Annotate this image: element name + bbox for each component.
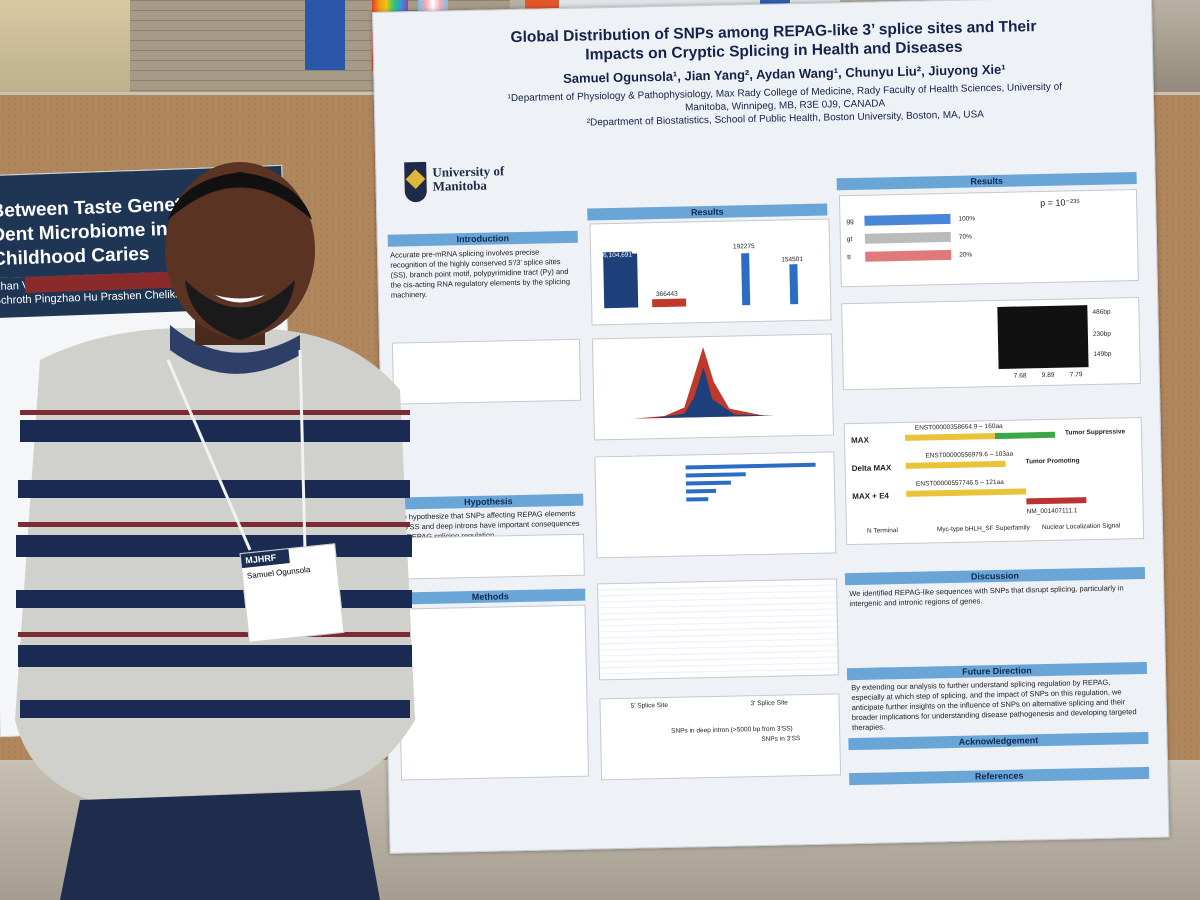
lanyard-left — [166, 359, 252, 551]
sweater-stripe-4 — [16, 590, 412, 608]
splice-site-diagram: 5’ Splice Site 3’ Splice Site SNPs in de… — [599, 693, 842, 781]
genotype-gt: gt — [846, 235, 853, 244]
legend-bhlh: Myc-type bHLH_SF Superfamily — [936, 524, 1030, 534]
rnaseq-track-gt — [864, 231, 951, 244]
snp-table — [597, 578, 839, 681]
section-methods: Methods — [395, 588, 586, 605]
gene-delta-max: Delta MAX — [851, 463, 892, 474]
gene-max: MAX — [850, 435, 869, 446]
gel-panel: 486bp 230bp 149bp 7.68 9.89 7.79 — [841, 296, 1141, 391]
sweater-stripe-2 — [18, 480, 410, 498]
three-prime-label: 3’ Splice Site — [750, 699, 788, 708]
section-acknowledgement: Acknowledgement — [848, 731, 1149, 751]
sweater-stripe-3 — [16, 535, 412, 557]
rnaseq-track-tt — [865, 249, 952, 262]
blue-banner — [305, 0, 345, 70]
histogram-svg — [634, 347, 775, 419]
discussion-text: We identified REPAG-like sequences with … — [849, 583, 1124, 609]
lanyard-right — [298, 349, 307, 551]
tumor-promoting: Tumor Promoting — [1025, 457, 1080, 466]
head — [165, 162, 315, 338]
sweater — [15, 328, 415, 800]
gel-label-230: 230bp — [1092, 330, 1112, 338]
gene-max-e4: MAX + E4 — [852, 491, 890, 502]
go-bar-2 — [685, 472, 746, 478]
domain-bar-max — [904, 431, 1056, 441]
bar-intron — [741, 253, 751, 306]
go-bar-3 — [685, 480, 731, 486]
smile — [215, 295, 265, 303]
section-discussion: Discussion — [844, 566, 1146, 586]
go-bar-1 — [685, 462, 816, 470]
bar-repag-sequences — [603, 253, 639, 309]
presenter-figure — [15, 162, 415, 900]
poster-title: Global Distribution of SNPs among REPAG-… — [510, 18, 1037, 64]
sweater-red-stripe-2 — [18, 522, 410, 527]
hypothesis-diagram — [396, 533, 585, 580]
gene-ontology-chart — [594, 451, 837, 559]
bar-intergenic — [789, 264, 799, 305]
bar-repag-snps — [652, 298, 687, 308]
snp-3ss-label: SNPs in 3’SS — [761, 735, 801, 744]
gel-image — [997, 305, 1089, 369]
maxent-3: 7.79 — [1069, 371, 1083, 379]
domain-bar-e4-red — [1026, 497, 1087, 505]
pct-100: 100% — [958, 215, 976, 223]
section-references: References — [849, 766, 1150, 786]
name-badge: MJHRF Samuel Ogunsola — [239, 543, 345, 643]
legend-nls: Nuclear Localization Signal — [1041, 522, 1121, 532]
methods-flowchart — [397, 604, 590, 781]
gel-label-486: 486bp — [1092, 308, 1111, 316]
bar-label-1: 6,104,691 — [603, 251, 633, 260]
p-value: p = 10⁻²³⁵ — [1040, 197, 1080, 209]
pct-20: 20% — [959, 251, 973, 259]
main-poster: Global Distribution of SNPs among REPAG-… — [372, 0, 1170, 854]
legend-n-terminal: N Terminal — [866, 527, 899, 535]
genotype-gg: gg — [846, 217, 854, 226]
sweater-red-stripe-3 — [18, 632, 410, 637]
enst-1: ENST00000358664.9 – 160aa — [914, 422, 1003, 432]
enst-3: ENST00000557746.5 – 121aa — [915, 478, 1004, 488]
enst-4: NM_001407111.1 — [1026, 507, 1078, 516]
trousers — [60, 790, 380, 900]
maxent-1: 7.68 — [1013, 372, 1027, 380]
rnaseq-panel: gg gt tt 100% 70% 20% p = 10⁻²³⁵ — [838, 189, 1139, 288]
shirt-collar — [170, 325, 300, 374]
domain-bar-delta — [905, 460, 1006, 469]
presenter — [0, 160, 420, 900]
poster-affiliations: ¹Department of Physiology & Pathophysiol… — [495, 80, 1076, 131]
histogram-panel — [591, 333, 834, 441]
bar-label-4: 154501 — [781, 256, 804, 264]
snp-deep-intron-label: SNPs in deep intron (>5000 bp from 3’SS) — [671, 725, 793, 735]
premrna-diagram — [391, 338, 582, 405]
tumor-suppressive: Tumor Suppressive — [1064, 428, 1126, 437]
sweater-red-stripe-1 — [20, 410, 410, 415]
beard — [185, 280, 295, 340]
bar-label-3: 192275 — [732, 243, 755, 251]
histogram-blue — [654, 367, 775, 419]
future-text: By extending our analysis to further und… — [851, 677, 1137, 733]
hair — [168, 172, 312, 220]
protein-domain-panel: MAX Delta MAX MAX + E4 ENST00000358664.9… — [843, 416, 1145, 546]
enst-2: ENST00000556979.6 – 103aa — [925, 450, 1014, 460]
section-results-left: Results — [587, 203, 828, 221]
sweater-stripe-6 — [20, 700, 410, 718]
pct-70: 70% — [958, 233, 972, 241]
sweater-stripe-1 — [20, 420, 410, 442]
go-bar-5 — [686, 497, 709, 502]
go-bar-4 — [686, 488, 717, 494]
bar-label-2: 366443 — [655, 290, 678, 299]
domain-bar-e4 — [906, 488, 1027, 497]
maxent-2: 9.89 — [1041, 371, 1055, 380]
section-results-right: Results — [836, 172, 1137, 191]
gel-label-149: 149bp — [1093, 350, 1112, 358]
logo-text: University of Manitoba — [432, 163, 505, 194]
sweater-stripe-5 — [18, 645, 412, 667]
section-hypothesis: Hypothesis — [393, 493, 584, 510]
rnaseq-track-gg — [864, 213, 951, 226]
bar-chart-panel: 6,104,691 366443 192275 154501 — [589, 218, 832, 326]
genotype-tt: tt — [847, 254, 851, 262]
five-prime-label: 5’ Splice Site — [630, 701, 669, 710]
